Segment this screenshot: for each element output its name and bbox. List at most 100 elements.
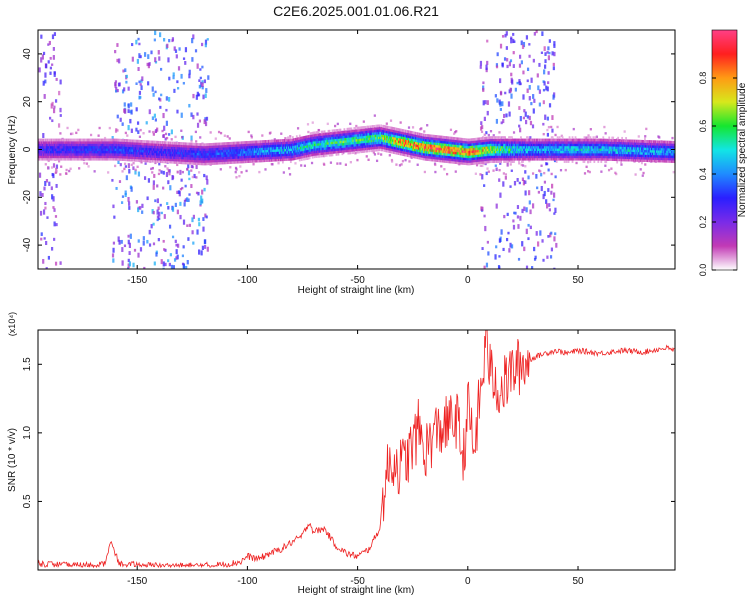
spectrogram-band-cell — [144, 152, 146, 155]
spectrogram-band-cell — [162, 143, 165, 147]
spectrogram-band-cell — [253, 147, 256, 151]
spectrogram-band-cell — [201, 155, 204, 159]
spectrogram-band-cell — [196, 155, 199, 158]
spectrogram-band-cell — [335, 138, 338, 142]
spectrogram-speckle — [499, 192, 502, 198]
spectrogram-band-cell — [305, 142, 308, 146]
spectrogram-band-cell — [65, 152, 68, 156]
spectrogram-band-cell — [50, 150, 53, 154]
spectrogram-band-cell — [96, 145, 99, 149]
spectrogram-band-cell — [403, 134, 406, 138]
spectrogram-band-cell — [62, 148, 65, 151]
spectrogram-band-cell — [274, 139, 276, 143]
spectrogram-band-cell — [281, 146, 284, 150]
spectrogram-band-cell — [114, 157, 117, 161]
spectrogram-band-cell — [216, 157, 219, 160]
spectrogram-band-cell — [365, 147, 368, 151]
spectrogram-band-cell — [152, 150, 154, 154]
spectrogram-speckle — [514, 87, 517, 92]
spectrogram-speckle — [541, 239, 544, 243]
spectrogram-band-cell — [208, 150, 211, 154]
spectrogram-band-cell — [367, 137, 370, 141]
spectrogram-band-cell — [387, 137, 389, 141]
spectrogram-band-cell — [66, 152, 69, 156]
spectrogram-speckle — [169, 185, 172, 191]
spectrogram-band-cell — [278, 153, 280, 157]
spectrogram-band-cell — [370, 146, 373, 150]
spectrogram-band-cell — [174, 151, 177, 155]
spectrogram-band-cell — [352, 139, 355, 143]
spectrogram-band-cell — [327, 137, 330, 140]
spectrogram-band-cell — [244, 145, 247, 149]
spectrogram-band-cell — [224, 161, 227, 165]
spectrogram-speckle — [288, 167, 291, 170]
spectrogram-band-cell — [316, 150, 319, 154]
spectrogram-speckle — [547, 55, 551, 61]
spectrogram-band-cell — [208, 162, 211, 166]
spectrogram-band-cell — [186, 152, 189, 155]
spectrogram-band-cell — [94, 157, 97, 161]
spectrogram-band-cell — [150, 157, 152, 161]
spectrogram-band-cell — [179, 146, 182, 150]
spectrogram-speckle — [138, 90, 142, 95]
spectrogram-speckle — [416, 163, 419, 166]
spectrogram-band-cell — [48, 155, 51, 159]
spectrogram-band-cell — [302, 143, 305, 147]
spectrogram-band-cell — [294, 154, 297, 158]
spectrogram-band-cell — [186, 149, 189, 153]
spectrogram-band-cell — [319, 152, 322, 156]
spectrogram-band-cell — [224, 159, 227, 162]
spectrogram-band-cell — [115, 145, 118, 149]
spectrogram-band-cell — [350, 137, 353, 140]
spectrogram-band-cell — [258, 152, 260, 156]
spectrogram-band-cell — [43, 152, 46, 156]
spectrogram-band-cell — [372, 127, 375, 131]
spectrogram-band-cell — [196, 162, 199, 165]
spectrogram-band-cell — [271, 149, 273, 153]
spectrogram-band-cell — [184, 151, 187, 155]
spectrogram-speckle — [206, 38, 209, 41]
spectrogram-band-cell — [110, 150, 113, 154]
spectrogram-band-cell — [57, 143, 60, 147]
spectrogram-speckle — [475, 163, 479, 167]
spectrogram-band-cell — [305, 145, 308, 148]
spectrogram-band-cell — [49, 138, 52, 142]
spectrogram-band-cell — [333, 148, 336, 152]
spectrogram-band-cell — [210, 162, 213, 165]
spectrogram-band-cell — [224, 142, 227, 146]
spectrogram-band-cell — [110, 157, 113, 161]
spectrogram-band-cell — [303, 147, 306, 151]
spectrogram-band-cell — [265, 152, 267, 155]
spectrogram-band-cell — [280, 148, 282, 152]
spectrogram-band-cell — [168, 143, 171, 147]
spectrogram-band-cell — [207, 152, 210, 156]
spectrogram-band-cell — [266, 140, 268, 143]
spectrogram-band-cell — [257, 154, 260, 158]
spectrogram-speckle — [506, 58, 509, 62]
spectrogram-speckle — [377, 152, 380, 155]
spectrogram-band-cell — [369, 142, 372, 145]
spectrogram-band-cell — [66, 143, 69, 147]
spectrogram-band-cell — [226, 142, 229, 145]
spectrogram-band-cell — [384, 132, 386, 136]
spectrogram-band-cell — [66, 145, 69, 149]
spectrogram-band-cell — [283, 155, 286, 159]
spectrogram-band-cell — [104, 138, 107, 142]
spectrogram-band-cell — [395, 132, 397, 136]
spectrogram-band-cell — [110, 138, 113, 142]
spectrogram-band-cell — [247, 160, 250, 163]
spectrogram-band-cell — [102, 143, 105, 147]
spectrogram-speckle — [176, 254, 179, 260]
spectrogram-band-cell — [386, 149, 388, 153]
spectrogram-band-cell — [313, 148, 316, 151]
spectrogram-band-cell — [394, 141, 396, 145]
spectrogram-band-cell — [95, 155, 98, 159]
spectrogram-speckle — [389, 119, 393, 122]
spectrogram-band-cell — [109, 157, 112, 161]
spectrogram-band-cell — [112, 138, 115, 142]
spectrogram-band-cell — [368, 139, 371, 143]
spectrogram-band-cell — [170, 158, 173, 162]
spectrogram-band-cell — [138, 149, 140, 153]
spectrogram-band-cell — [248, 155, 251, 159]
spectrogram-band-cell — [261, 152, 263, 156]
